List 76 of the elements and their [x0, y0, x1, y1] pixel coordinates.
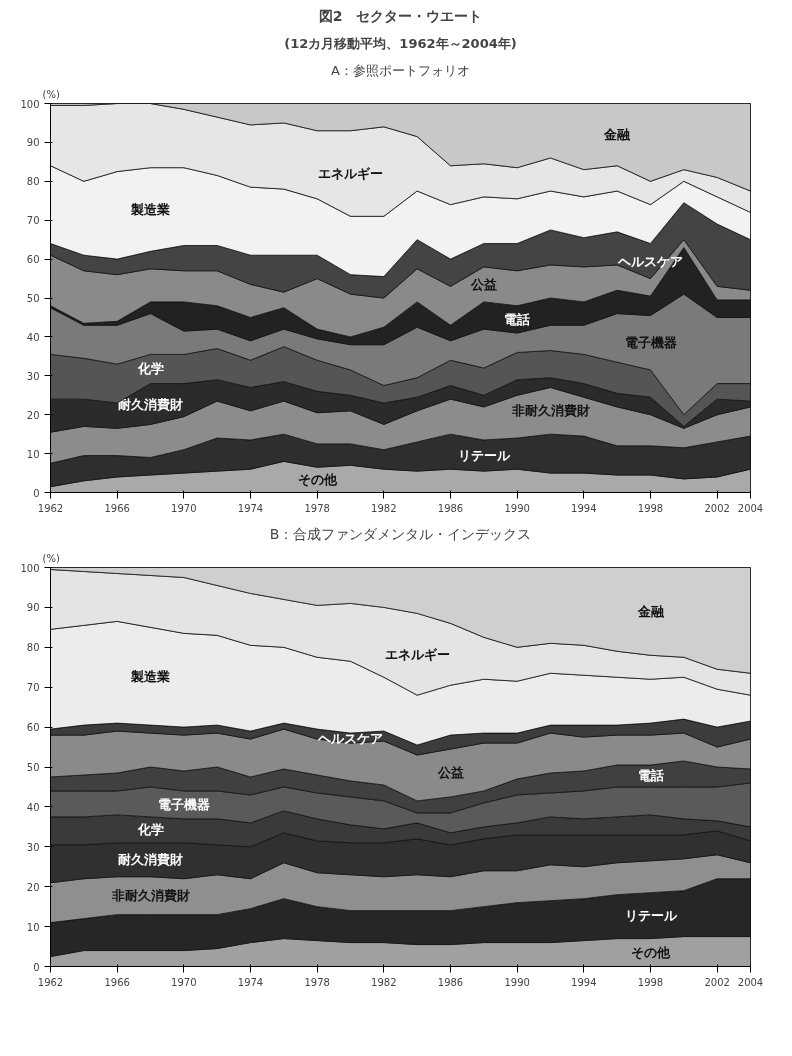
x-tick-label: 1970 — [171, 502, 197, 514]
x-tick-label: 1982 — [371, 502, 397, 514]
series-label: 公益 — [436, 765, 464, 781]
x-tick-label: 1990 — [504, 976, 530, 988]
series-label: 公益 — [469, 276, 497, 292]
y-tick-label: 10 — [26, 921, 40, 933]
series-label: 電話 — [504, 311, 531, 327]
y-tick-label: 90 — [26, 137, 40, 149]
y-tick-label: 60 — [26, 722, 40, 734]
y-tick-label: 70 — [26, 682, 40, 694]
x-tick-label: 1994 — [571, 502, 597, 514]
text: A：参照ポートフォリオ — [331, 62, 470, 78]
x-tick-label: 2004 — [737, 502, 764, 514]
y-tick-label: 30 — [26, 841, 40, 853]
y-tick-label: 50 — [26, 762, 40, 773]
y-axis-title: (%) — [42, 88, 60, 100]
chart-title: 図2 セクター・ウエート — [318, 7, 483, 24]
y-tick-label: 20 — [26, 881, 40, 893]
x-tick-label: 1990 — [504, 502, 530, 514]
y-tick-label: 100 — [20, 98, 40, 110]
x-tick-label: 1978 — [304, 502, 330, 514]
series-label: 製造業 — [130, 202, 170, 217]
x-tick-label: 2002 — [704, 976, 730, 988]
series-label: 非耐久消費財 — [110, 888, 190, 904]
y-tick-label: 80 — [26, 642, 40, 654]
x-tick-label: 1982 — [371, 976, 397, 988]
x-tick-label: 1966 — [104, 976, 130, 988]
series-label: リテール — [457, 448, 511, 464]
x-tick-label: 2002 — [704, 502, 730, 514]
x-tick-label: 1966 — [104, 502, 130, 514]
x-tick-label: 1986 — [437, 502, 464, 514]
series-label: 耐久消費財 — [118, 396, 183, 412]
series-label: 金融 — [636, 603, 665, 619]
series-label: その他 — [631, 945, 671, 961]
series-label: 電子機器 — [624, 335, 677, 351]
y-axis-title: (%) — [42, 552, 60, 564]
y-tick-label: 20 — [26, 409, 40, 421]
series-label: エネルギー — [384, 646, 450, 662]
x-tick-label: 1998 — [637, 976, 664, 988]
series-label: 金融 — [603, 127, 632, 143]
y-tick-label: 0 — [33, 961, 40, 973]
y-tick-label: 100 — [20, 562, 40, 574]
series-label: 製造業 — [130, 668, 170, 684]
series-label: 化学 — [136, 361, 164, 377]
series-label: ヘルスケア — [617, 253, 683, 269]
x-tick-label: 1978 — [304, 976, 330, 988]
x-tick-label: 1994 — [571, 976, 597, 988]
y-tick-label: 30 — [26, 370, 40, 382]
x-tick-label: 1974 — [237, 976, 264, 988]
series-label: ヘルスケア — [317, 730, 383, 746]
series-label: 化学 — [136, 822, 164, 838]
y-tick-label: 50 — [26, 293, 40, 304]
y-tick-label: 10 — [26, 448, 40, 460]
x-tick-label: 1962 — [37, 502, 64, 514]
x-tick-label: 1962 — [37, 976, 64, 988]
series-label: 耐久消費財 — [118, 852, 183, 868]
x-tick-label: 2004 — [737, 976, 764, 988]
y-tick-label: 90 — [26, 602, 40, 614]
series-label: リテール — [624, 908, 678, 924]
series-label: 電子機器 — [157, 797, 210, 813]
x-tick-label: 1974 — [237, 502, 264, 514]
y-tick-label: 60 — [26, 254, 40, 266]
x-tick-label: 1998 — [637, 502, 664, 514]
x-tick-label: 1986 — [437, 976, 464, 988]
chart-title: B：合成ファンダメンタル・インデックス — [269, 525, 532, 542]
y-tick-label: 0 — [33, 487, 40, 499]
y-tick-label: 40 — [26, 331, 40, 343]
chart-subtitle: (12カ月移動平均、1962年～2004年) — [284, 35, 517, 51]
series-label: エネルギー — [318, 166, 383, 182]
series-label: 非耐久消費財 — [510, 403, 590, 419]
y-tick-label: 70 — [26, 215, 40, 227]
series-label: 電話 — [637, 768, 664, 784]
series-label: その他 — [297, 472, 338, 488]
y-tick-label: 80 — [26, 176, 40, 188]
x-tick-label: 1970 — [171, 976, 197, 988]
y-tick-label: 40 — [26, 801, 40, 813]
